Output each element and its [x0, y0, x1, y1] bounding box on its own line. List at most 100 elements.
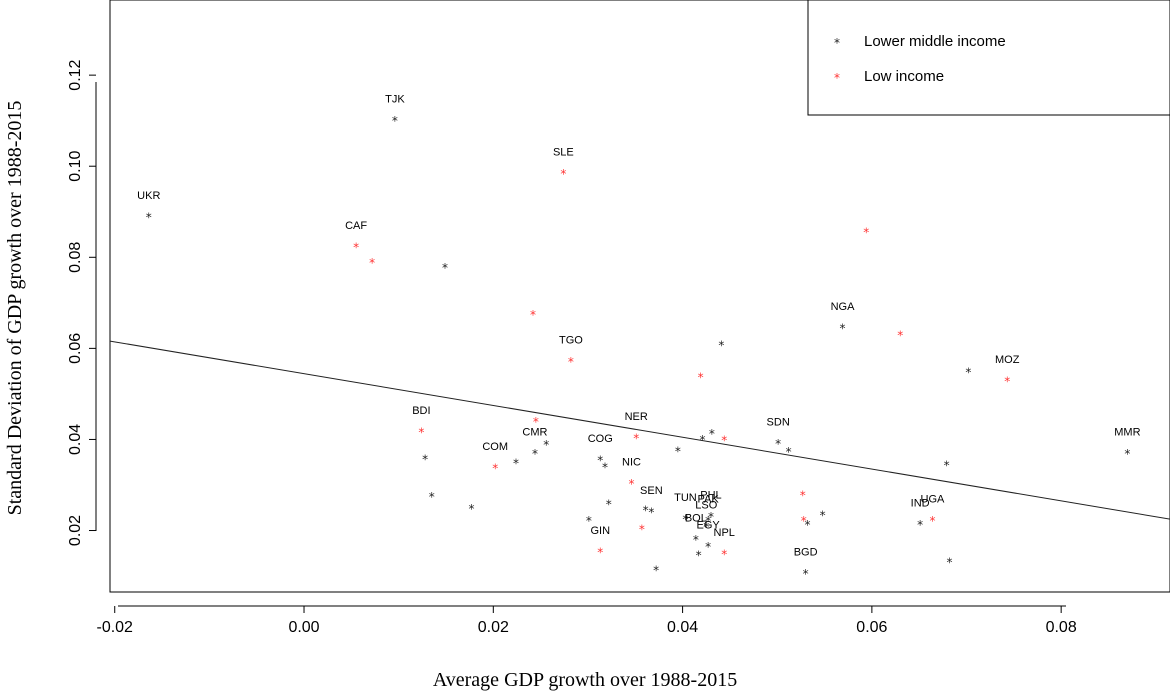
data-point: *: [675, 444, 681, 458]
data-point: *: [698, 371, 704, 385]
point-label: IND: [911, 498, 930, 510]
point-label: BOL: [685, 513, 707, 525]
point-label: UGA: [921, 494, 946, 506]
y-tick-label: 0.02: [67, 515, 84, 546]
x-axis-ticks: -0.02 0.00 0.02 0.04 0.06 0.08: [96, 606, 1077, 636]
data-point: *: [820, 509, 826, 523]
y-tick-label: 0.04: [67, 424, 84, 455]
data-point: *: [703, 520, 709, 534]
data-point: *: [805, 518, 811, 532]
data-point: *: [532, 447, 538, 461]
data-point: *: [840, 321, 846, 335]
y-tick-label: 0.12: [67, 59, 84, 90]
data-points: * * * * * * * * * * * * * * * * * * * * * * * * * * * * * * * * * * * * * * * *…: [146, 114, 1131, 581]
data-point: *: [568, 355, 574, 369]
data-point: *: [801, 514, 807, 528]
data-point: *: [513, 457, 519, 471]
data-point: *: [705, 540, 711, 554]
point-label: PHL: [700, 489, 721, 501]
data-point: *: [1124, 447, 1130, 461]
data-point: *: [786, 445, 792, 459]
data-point: *: [696, 549, 702, 563]
data-point: *: [1004, 375, 1010, 389]
data-point: *: [560, 167, 566, 181]
point-label: NER: [625, 411, 648, 423]
trend-line-group: [109, 340, 1170, 520]
legend-box: [807, 0, 1170, 116]
data-point: *: [653, 564, 659, 578]
point-label: LSO: [695, 499, 717, 511]
point-label: MMR: [1114, 427, 1140, 439]
data-point: *: [418, 426, 424, 440]
point-label: SDN: [767, 417, 790, 429]
point-label: COM: [482, 441, 508, 453]
y-tick-label: 0.06: [67, 333, 84, 364]
y-tick-label: 0.10: [67, 151, 84, 182]
data-point: *: [709, 427, 715, 441]
data-point: *: [597, 545, 603, 559]
point-label: EGY: [697, 519, 721, 531]
data-point: *: [429, 490, 435, 504]
data-point: *: [946, 555, 952, 569]
data-point: *: [682, 513, 688, 527]
data-point: *: [597, 453, 603, 467]
data-point: *: [422, 453, 428, 467]
data-point: *: [944, 458, 950, 472]
trend-line: [109, 340, 1170, 520]
data-point: *: [929, 514, 935, 528]
point-label: BDI: [412, 405, 430, 417]
point-label: PAK: [698, 494, 720, 506]
legend-label-low-income: Low income: [864, 68, 944, 85]
point-label: MOZ: [995, 354, 1020, 366]
data-point: *: [639, 523, 645, 537]
point-label: BGD: [794, 546, 818, 558]
x-tick-label: 0.06: [856, 619, 887, 636]
data-point: *: [586, 514, 592, 528]
point-label: NPL: [714, 527, 735, 539]
point-label: NIC: [622, 457, 641, 469]
data-point: *: [708, 510, 714, 524]
legend-marker-low-income: *: [834, 71, 840, 85]
data-point: *: [442, 261, 448, 275]
point-label: NGA: [831, 301, 856, 313]
legend: * Lower middle income * Low income: [807, 0, 1170, 116]
data-point: *: [699, 433, 705, 447]
point-label: TGO: [559, 335, 583, 347]
data-point: *: [803, 567, 809, 581]
data-point: *: [917, 518, 923, 532]
data-point: *: [543, 438, 549, 452]
data-point: *: [800, 489, 806, 503]
data-point: *: [606, 498, 612, 512]
data-point: *: [146, 211, 152, 225]
point-label: GIN: [590, 525, 610, 537]
data-point: *: [775, 437, 781, 451]
data-point: *: [628, 477, 634, 491]
data-point: *: [492, 462, 498, 476]
point-label: CAF: [345, 220, 367, 232]
legend-label-lower-middle: Lower middle income: [864, 33, 1006, 50]
x-tick-label: 0.08: [1046, 619, 1077, 636]
x-tick-label: 0.00: [288, 619, 319, 636]
point-label: TUN: [674, 492, 697, 504]
plot-frame: [109, 0, 1170, 593]
point-label: UKR: [137, 190, 160, 202]
data-point: *: [648, 505, 654, 519]
data-point: *: [718, 339, 724, 353]
data-point: *: [721, 548, 727, 562]
data-point: *: [965, 366, 971, 380]
point-label: SLE: [553, 147, 574, 159]
data-point: *: [530, 308, 536, 322]
y-tick-label: 0.08: [67, 242, 84, 273]
x-axis-title: Average GDP growth over 1988-2015: [433, 669, 737, 691]
data-point: *: [721, 433, 727, 447]
point-label: CMR: [522, 427, 547, 439]
legend-marker-lower-middle: *: [834, 36, 840, 50]
data-point: *: [643, 504, 649, 518]
data-point: *: [693, 533, 699, 547]
data-point: *: [369, 256, 375, 270]
data-point: *: [705, 514, 711, 528]
x-tick-label: 0.02: [478, 619, 509, 636]
